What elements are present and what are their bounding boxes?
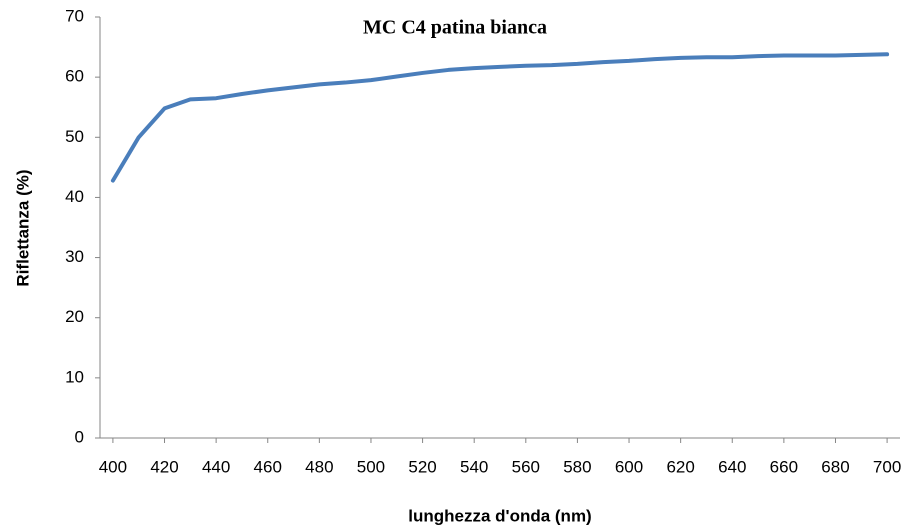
x-tick-label: 700 bbox=[873, 457, 901, 476]
y-tick-label: 70 bbox=[65, 6, 84, 25]
x-tick-label: 500 bbox=[357, 457, 385, 476]
x-tick-label: 520 bbox=[408, 457, 436, 476]
x-tick-label: 480 bbox=[305, 457, 333, 476]
x-tick-label: 640 bbox=[718, 457, 746, 476]
y-axis-title: Riflettanza (%) bbox=[13, 169, 32, 286]
x-axis-title: lunghezza d'onda (nm) bbox=[408, 506, 591, 525]
x-tick-label: 680 bbox=[821, 457, 849, 476]
x-tick-label: 580 bbox=[563, 457, 591, 476]
x-tick-label: 400 bbox=[99, 457, 127, 476]
y-tick-label: 20 bbox=[65, 307, 84, 326]
x-tick-label: 600 bbox=[615, 457, 643, 476]
chart-title: MC C4 patina bianca bbox=[363, 17, 547, 39]
y-tick-label: 10 bbox=[65, 367, 84, 386]
x-tick-label: 440 bbox=[202, 457, 230, 476]
x-tick-label: 560 bbox=[512, 457, 540, 476]
y-tick-label: 30 bbox=[65, 247, 84, 266]
y-tick-label: 50 bbox=[65, 127, 84, 146]
x-tick-label: 460 bbox=[254, 457, 282, 476]
x-tick-label: 420 bbox=[150, 457, 178, 476]
y-tick-label: 40 bbox=[65, 187, 84, 206]
y-tick-label: 60 bbox=[65, 67, 84, 86]
x-tick-label: 620 bbox=[666, 457, 694, 476]
x-tick-label: 660 bbox=[770, 457, 798, 476]
data-line bbox=[110, 52, 890, 183]
x-tick-label: 540 bbox=[460, 457, 488, 476]
y-tick-label: 0 bbox=[75, 427, 84, 446]
